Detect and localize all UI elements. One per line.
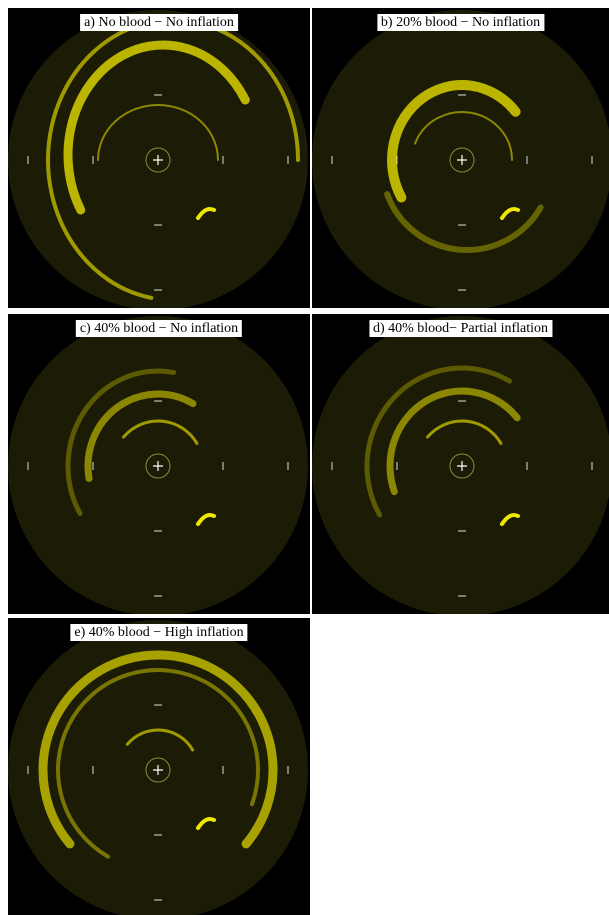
oct-panel: b) 20% blood − No inflation [312,8,609,308]
field-of-view [312,316,609,614]
oct-panel: e) 40% blood − High inflation [8,618,310,915]
panel-label: c) 40% blood − No inflation [76,320,242,337]
oct-image [312,314,609,614]
oct-image [8,618,310,915]
oct-image [8,8,310,308]
oct-panel: d) 40% blood− Partial inflation [312,314,609,614]
oct-image [312,8,609,308]
field-of-view [312,10,609,308]
oct-panel: c) 40% blood − No inflation [8,314,310,614]
oct-image [8,314,310,614]
figure: a) No blood − No inflation b) 20% blood … [0,0,609,915]
panel-label: e) 40% blood − High inflation [70,624,247,641]
oct-panel: a) No blood − No inflation [8,8,310,308]
panel-label: d) 40% blood− Partial inflation [369,320,552,337]
panel-label: a) No blood − No inflation [80,14,238,31]
panel-label: b) 20% blood − No inflation [377,14,544,31]
